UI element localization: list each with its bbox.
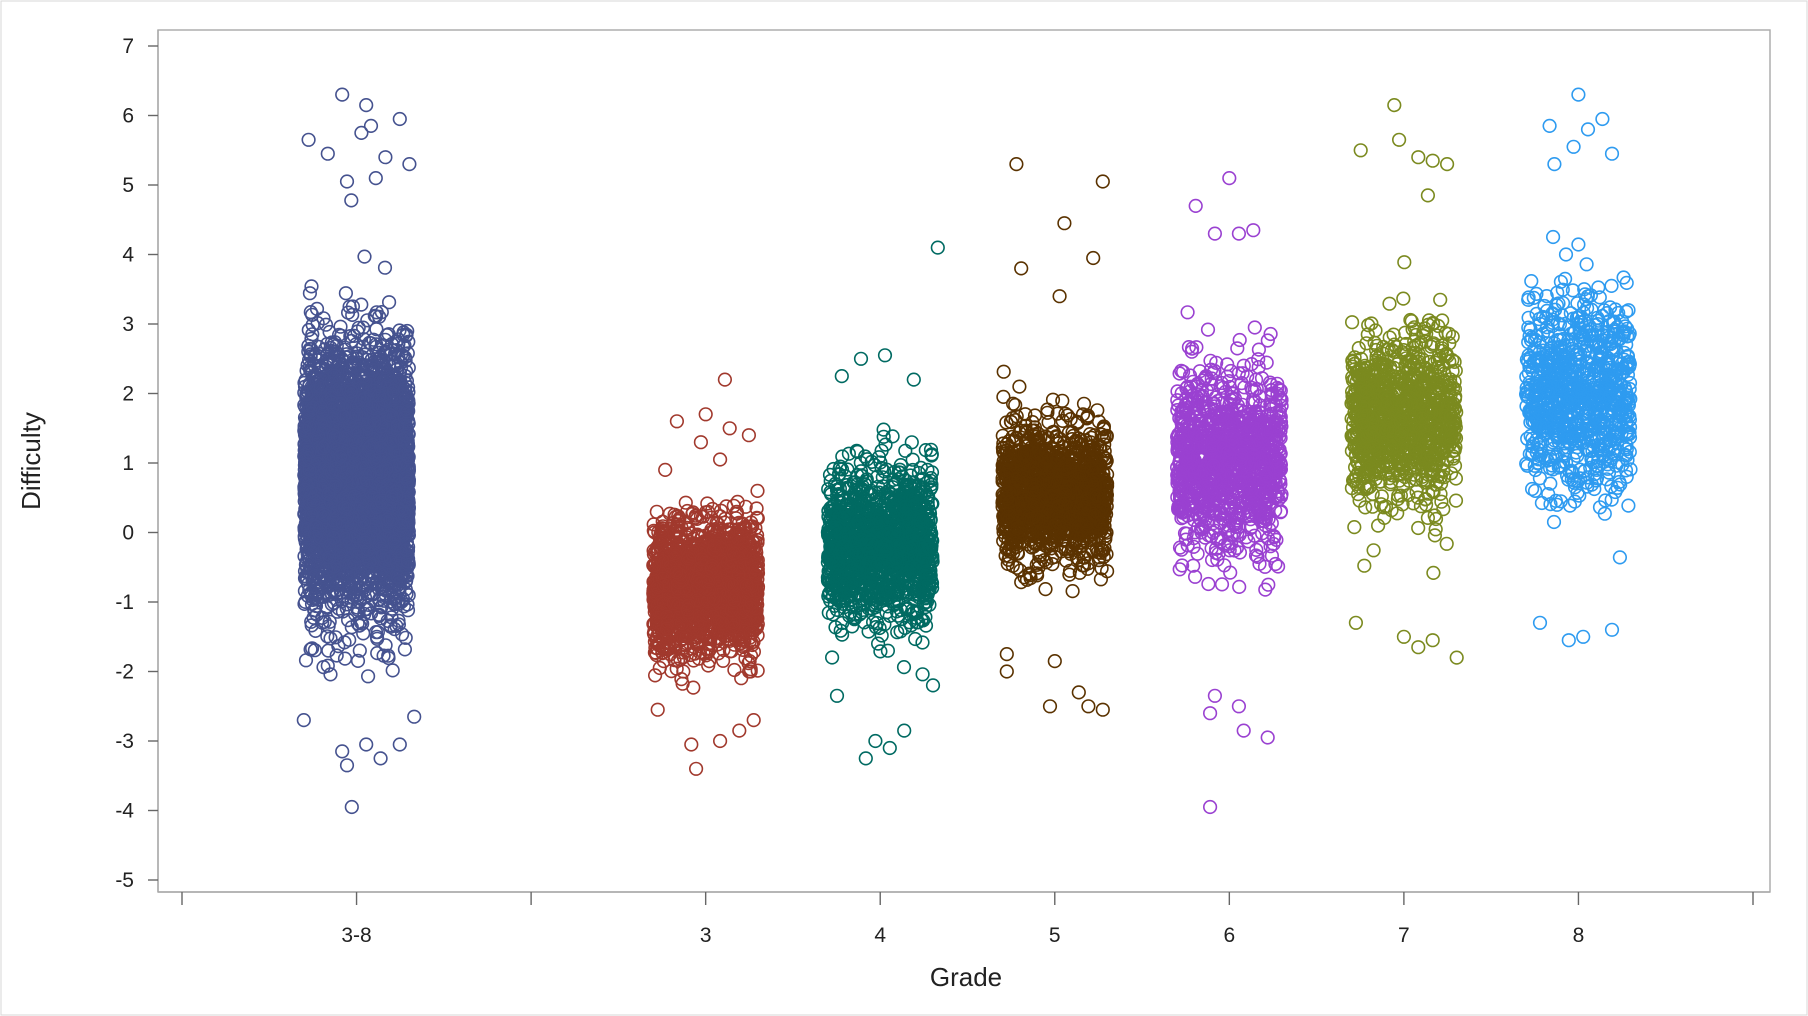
data-point — [398, 630, 413, 645]
data-point — [303, 642, 318, 657]
data-point — [385, 663, 400, 678]
data-point — [351, 320, 366, 335]
data-point — [377, 260, 393, 275]
data-point — [382, 295, 397, 310]
data-point — [352, 643, 367, 658]
plot-area-frame — [157, 29, 1771, 893]
series-3-8 — [296, 87, 422, 815]
scatter-points-layer — [296, 87, 1638, 815]
data-point — [304, 279, 319, 294]
data-point — [304, 331, 319, 346]
data-point — [344, 193, 359, 208]
